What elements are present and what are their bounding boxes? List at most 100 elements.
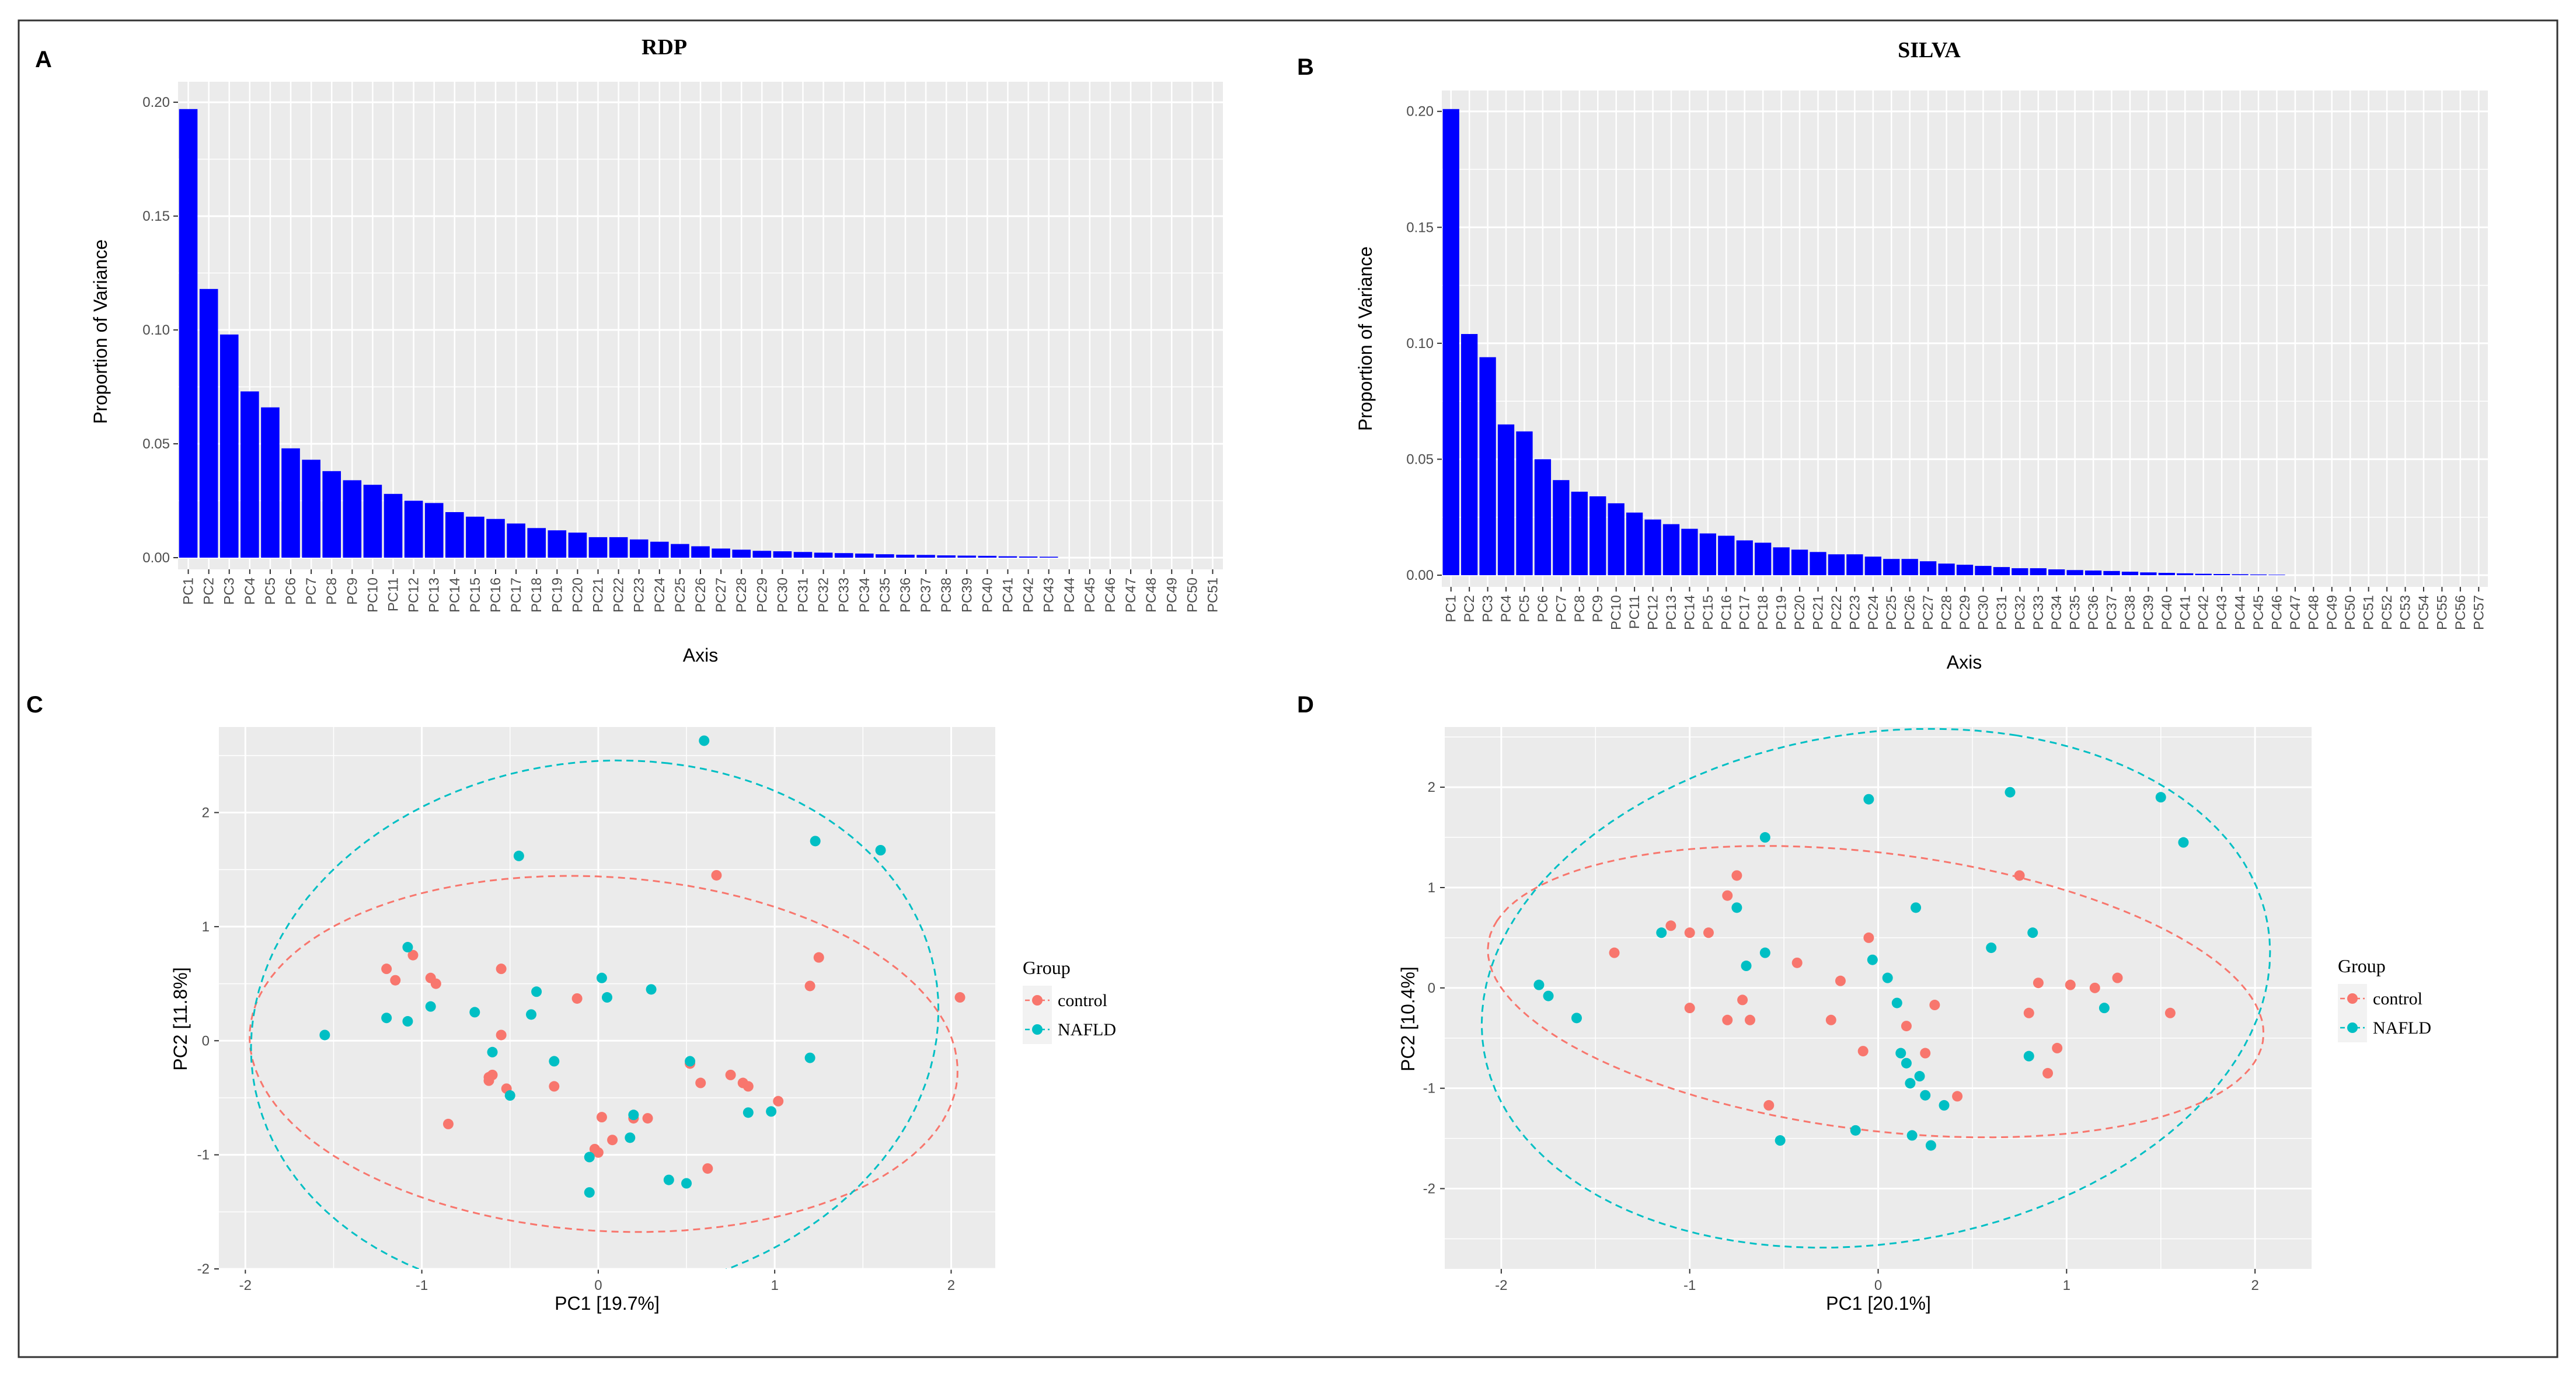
x-tick-label: PC29 [1957,595,1973,630]
legend-item-nafld: NAFLD [2373,1018,2431,1038]
x-tick-label: PC21 [1810,595,1826,630]
x-tick-label: PC3 [222,578,238,605]
point-control [381,963,392,975]
x-tick-label: PC47 [2288,595,2303,630]
x-tick-label: PC26 [1902,595,1918,630]
x-tick-label: -1 [1683,1278,1696,1293]
point-nafld [685,1056,696,1067]
bar-pc16 [486,519,505,558]
x-tick-label: PC53 [2398,595,2414,630]
y-axis-label: Proportion of Variance [1355,246,1376,431]
x-tick-label: PC20 [570,578,585,613]
point-nafld [1867,954,1878,965]
point-control [2065,979,2076,990]
x-tick-label: PC10 [1609,595,1625,630]
x-tick-label: PC22 [611,578,627,613]
point-nafld [402,1016,413,1027]
point-control [1703,927,1714,938]
point-nafld [1986,942,1997,954]
point-nafld [804,1052,815,1063]
x-tick-label: PC18 [529,578,545,613]
point-nafld [469,1007,480,1018]
x-tick-label: PC23 [632,578,647,613]
x-tick-label: PC34 [857,578,873,613]
x-tick-label: PC21 [591,578,606,613]
point-nafld [1741,961,1752,972]
x-tick-label: PC30 [1975,595,1991,630]
x-tick-label: 0 [594,1278,602,1293]
point-control [2112,972,2123,983]
point-control [592,1147,604,1158]
point-control [1952,1091,1963,1102]
x-tick-label: PC42 [2196,595,2212,630]
point-nafld [2027,927,2038,938]
point-nafld [531,986,542,997]
bar-pc36 [896,554,915,558]
point-control [773,1095,784,1107]
bar-pc36 [2084,571,2102,575]
bar-pc24 [650,541,669,558]
x-tick-label: PC5 [1517,595,1532,622]
point-nafld [1895,1048,1906,1059]
bar-pc15 [1699,533,1717,575]
legend-dot-nafld [1032,1024,1043,1035]
panel-d: D -2 -1 0 1 2 -2 -1 0 1 2 PC1 [20.1%] PC2 [10.4%] Gr… [1297,692,2431,1314]
y-tick-label: -2 [1423,1181,1435,1197]
x-tick-label: PC23 [1847,595,1863,630]
x-tick-label: PC15 [1700,595,1716,630]
x-tick-label: PC1 [1444,595,1459,622]
x-tick-label: PC34 [2049,595,2065,630]
x-tick-label: PC19 [1774,595,1790,630]
bar-pc14 [445,512,464,558]
bar-pc16 [1718,535,1735,575]
panel-c: C -2 -1 0 1 2 -2 -1 0 1 2 PC1 [19.7%] PC2 [11.8%] Gr… [26,692,1116,1314]
bar-pc2 [199,288,218,558]
bar-pc8 [1571,492,1588,575]
bar-pc4 [240,391,259,558]
point-control [1920,1048,1931,1059]
bar-pc29 [752,551,772,558]
y-tick-label: 2 [202,805,210,821]
point-control [430,978,441,989]
x-tick-label: PC35 [877,578,893,613]
point-nafld [681,1178,692,1189]
point-control [804,980,815,992]
bar-pc34 [2048,569,2065,575]
y-axis-label: PC2 [10.4%] [1397,966,1418,1072]
point-control [695,1077,706,1088]
bar-pc14 [1681,528,1698,575]
x-tick-label: PC9 [1590,595,1606,622]
x-tick-label: PC10 [365,578,381,613]
x-tick-label: PC28 [734,578,750,613]
bar-pc20 [568,533,587,558]
bar-pc40 [2158,573,2175,575]
bar-pc25 [671,544,689,558]
bar-pc38 [937,555,956,558]
bar-pc31 [793,552,813,558]
point-control [1857,1046,1869,1057]
point-control [2164,1007,2176,1018]
point-control [743,1081,754,1092]
bar-pc30 [773,551,792,558]
bar-pc42 [2195,573,2212,575]
x-tick-label: PC12 [1646,595,1661,630]
x-tick-label: PC55 [2434,595,2450,630]
y-tick-label: 0.20 [1406,104,1434,120]
legend: Group control NAFLD [2338,955,2431,1042]
point-nafld [1731,902,1742,913]
y-tick-label: 0 [202,1033,210,1049]
y-tick-label: 0.15 [1406,220,1434,235]
bar-pc9 [343,480,362,558]
chart-title-a: RDP [642,35,687,60]
x-tick-label: PC4 [1498,595,1514,622]
bar-pc5 [1516,431,1533,575]
bar-pc37 [916,555,935,558]
bar-pc13 [424,503,444,558]
bar-pc13 [1662,524,1680,575]
point-nafld [2099,1003,2110,1014]
point-nafld [766,1106,777,1117]
x-tick-label: PC46 [2269,595,2285,630]
point-control [1722,890,1733,901]
